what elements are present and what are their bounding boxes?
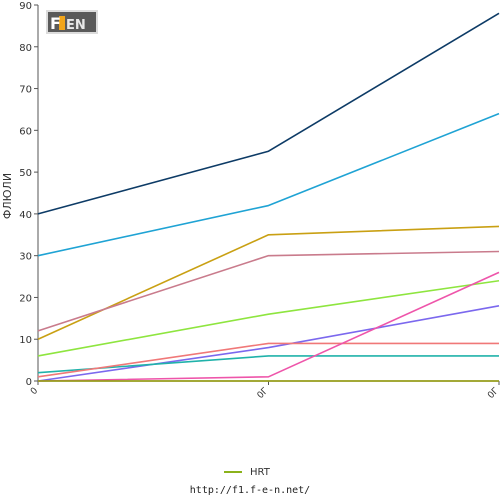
legend: HRT <box>224 465 270 479</box>
series-lines <box>37 12 500 382</box>
y-axis: 0 10 20 30 40 50 60 70 80 90 <box>19 1 39 388</box>
x-tick-label: 0Г <box>256 386 271 401</box>
legend-label-hrt: HRT <box>250 466 270 478</box>
legend-swatch-hrt <box>224 471 242 473</box>
svg-text:F: F <box>50 14 61 33</box>
y-tick-label: 60 <box>19 126 32 137</box>
y-tick-label: 20 <box>19 293 32 304</box>
y-tick-label: 0 <box>26 377 32 388</box>
y-tick-label: 80 <box>19 43 32 54</box>
y-tick-label: 70 <box>19 85 32 96</box>
svg-text:EN: EN <box>66 18 86 33</box>
series-line-6 <box>37 305 500 382</box>
f1en-logo: F EN <box>46 10 98 34</box>
series-line-8 <box>37 342 499 378</box>
series-line-5 <box>37 279 500 357</box>
series-line-2 <box>37 112 500 257</box>
y-axis-label: ФЛЮЛИ <box>1 173 14 219</box>
y-tick-label: 50 <box>19 168 32 179</box>
series-line-7 <box>37 355 499 374</box>
footer-url: http://f1.f-e-n.net/ <box>189 485 311 496</box>
series-line-4 <box>37 250 500 332</box>
y-tick-label: 30 <box>19 252 32 263</box>
y-tick-label: 90 <box>19 1 32 12</box>
series-line-3 <box>37 225 500 340</box>
y-tick-label: 10 <box>19 335 32 346</box>
x-tick-label: 0Г <box>486 386 500 401</box>
series-line-9 <box>37 271 500 382</box>
series-line-1 <box>37 12 500 215</box>
x-tick-label: 0 <box>29 386 40 397</box>
x-axis: 0 0Г 0Г <box>29 380 500 401</box>
y-tick-label: 40 <box>19 210 32 221</box>
